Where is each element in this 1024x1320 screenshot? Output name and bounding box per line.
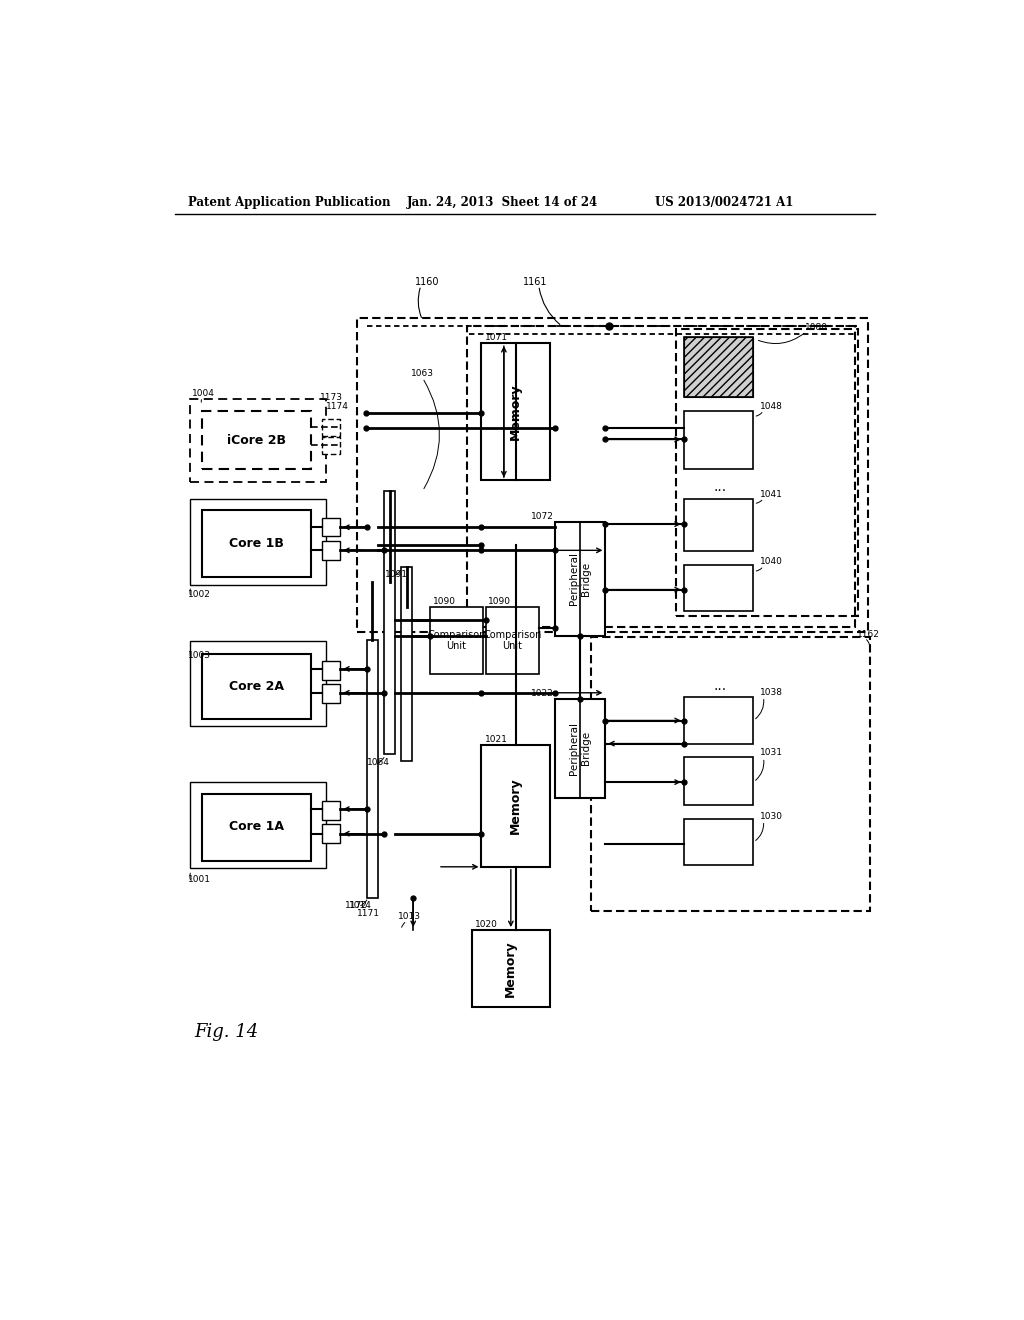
Text: Patent Application Publication: Patent Application Publication [188,195,391,209]
Text: ...: ... [714,480,727,494]
Bar [481,744,550,867]
Bar [203,511,311,577]
Bar [322,684,340,702]
Bar [203,653,311,719]
Bar [467,326,855,627]
Text: US 2013/0024721 A1: US 2013/0024721 A1 [655,195,794,209]
Bar [322,825,340,843]
Text: 1031: 1031 [760,748,782,758]
Bar [472,929,550,1007]
Text: 1161: 1161 [523,277,548,286]
Bar [190,781,326,869]
Bar [322,418,340,436]
Bar [486,607,539,675]
Bar [684,758,754,805]
Text: 1040: 1040 [760,557,782,566]
Text: 1090: 1090 [432,597,456,606]
Text: 1080: 1080 [805,323,827,333]
Text: 1173: 1173 [321,392,343,401]
Text: 1014: 1014 [349,900,372,909]
Text: 1090: 1090 [488,597,511,606]
Text: 1162: 1162 [856,630,880,639]
Text: Memory: Memory [509,777,522,834]
Text: Core 1B: Core 1B [229,537,284,550]
Text: 1174: 1174 [326,401,348,411]
Bar [384,491,395,755]
Text: 1041: 1041 [760,490,782,499]
Bar [684,337,754,397]
Bar [430,607,483,675]
Bar [356,318,868,632]
Text: Peripheral
Bridge: Peripheral Bridge [569,722,591,775]
Text: 1038: 1038 [760,688,782,697]
Bar [684,337,754,397]
Text: 1013: 1013 [397,912,421,921]
Bar [400,566,413,760]
Bar [190,399,326,482]
Text: 1091: 1091 [385,570,409,578]
Bar [190,642,326,726]
Bar [684,565,754,611]
Text: 1048: 1048 [760,401,782,411]
Text: 1002: 1002 [188,590,211,599]
Text: 1004: 1004 [191,389,214,397]
Text: Peripheral
Bridge: Peripheral Bridge [569,552,591,606]
Bar [684,818,754,866]
Bar [322,801,340,820]
Bar [676,330,858,615]
Text: 1071: 1071 [484,333,508,342]
Text: iCore 2B: iCore 2B [227,434,286,446]
Text: 1001: 1001 [188,875,211,884]
Text: 1063: 1063 [411,370,434,379]
Text: 1003: 1003 [188,651,211,660]
Text: 1171: 1171 [356,908,380,917]
Bar [684,697,754,743]
Text: Memory: Memory [505,940,517,997]
Text: Core 1A: Core 1A [229,820,284,833]
Text: Comparison
Unit: Comparison Unit [427,630,485,651]
Text: 1030: 1030 [760,812,782,821]
Bar [203,411,311,469]
Text: ...: ... [714,678,727,693]
Text: Fig. 14: Fig. 14 [194,1023,258,1041]
Bar [481,343,550,480]
Text: Memory: Memory [509,383,522,440]
Text: 1020: 1020 [475,920,498,929]
Bar [190,499,326,585]
Text: Comparison
Unit: Comparison Unit [483,630,542,651]
Text: Jan. 24, 2013  Sheet 14 of 24: Jan. 24, 2013 Sheet 14 of 24 [407,195,598,209]
Text: 1064: 1064 [367,759,389,767]
Bar [555,700,605,797]
Bar [367,640,378,898]
Text: 1021: 1021 [484,735,507,744]
Text: Core 2A: Core 2A [229,680,284,693]
Text: 1072: 1072 [531,512,554,521]
Bar [322,517,340,536]
Bar [555,521,605,636]
Text: 1172: 1172 [345,900,368,909]
Bar [591,638,869,911]
Bar [322,541,340,560]
Bar [203,793,311,861]
Bar [322,661,340,680]
Text: 1160: 1160 [415,277,439,286]
Text: 1022: 1022 [531,689,554,698]
Bar [322,437,340,454]
Bar [684,411,754,469]
Bar [684,499,754,552]
